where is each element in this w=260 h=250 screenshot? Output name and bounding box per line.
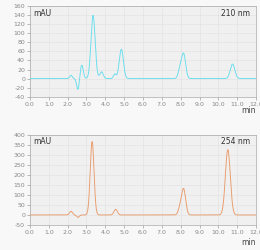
Text: min: min [242, 238, 256, 247]
Text: min: min [242, 106, 256, 115]
Text: mAU: mAU [33, 9, 51, 18]
Text: 210 nm: 210 nm [222, 9, 250, 18]
Text: 254 nm: 254 nm [221, 137, 250, 146]
Text: mAU: mAU [33, 137, 51, 146]
